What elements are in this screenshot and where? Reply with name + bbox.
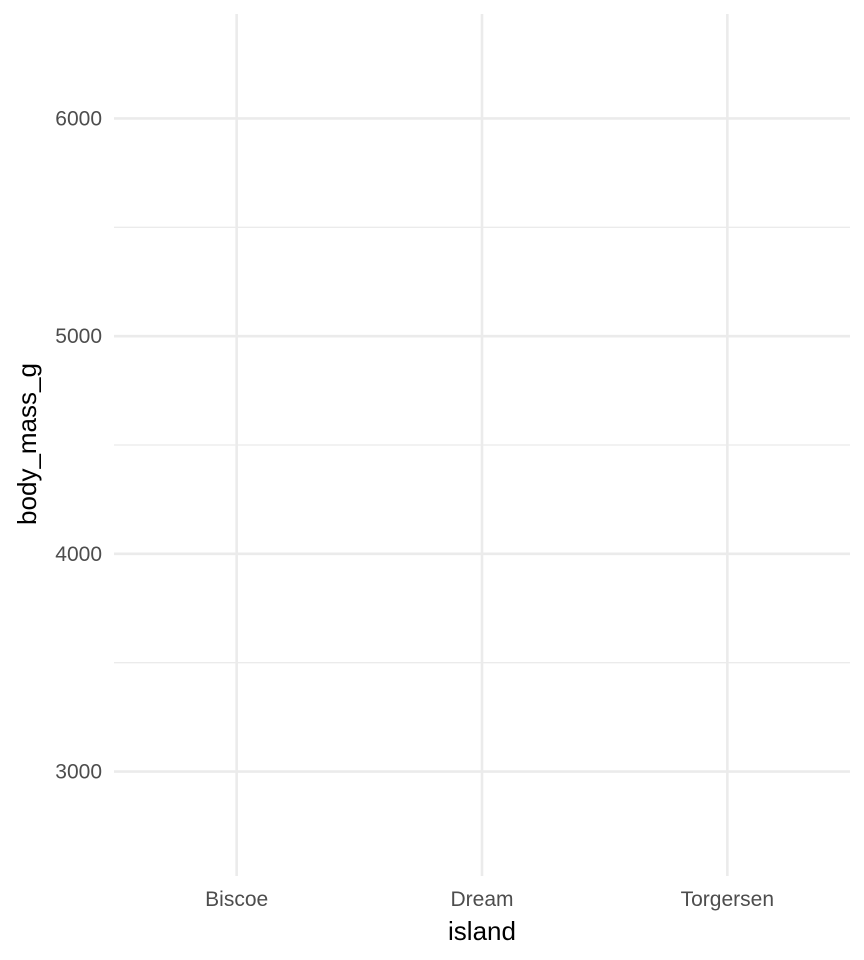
x-tick-labels: Biscoe Dream Torgersen [205,888,774,911]
x-tick-label: Torgersen [681,888,774,911]
y-axis-title: body_mass_g [12,363,42,525]
y-tick-label: 5000 [55,325,102,348]
y-tick-label: 6000 [55,107,102,130]
y-tick-label: 3000 [55,761,102,784]
x-tick-label: Biscoe [205,888,268,911]
x-tick-label: Dream [450,888,513,911]
x-gridlines [235,14,729,876]
y-tick-label: 4000 [55,543,102,566]
x-axis-title: island [448,916,516,946]
y-tick-labels: 3000 4000 5000 6000 [55,107,102,783]
